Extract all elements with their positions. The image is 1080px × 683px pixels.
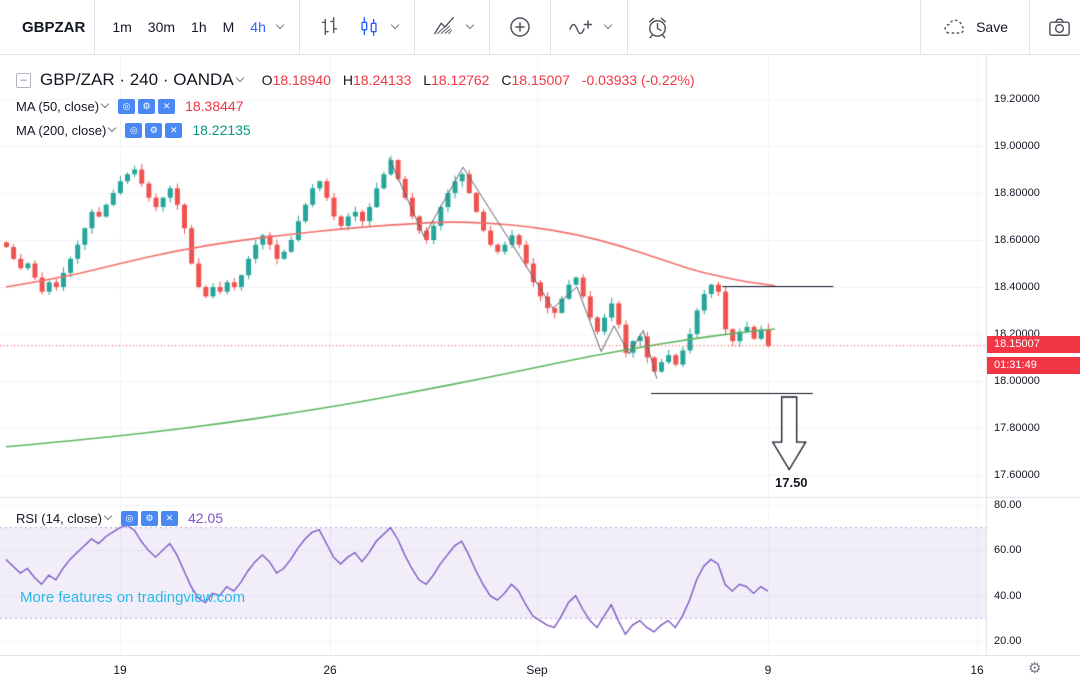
time-axis-label: 26 [323, 663, 337, 677]
indicators-chevron-icon[interactable] [603, 20, 613, 30]
interval-1h-button[interactable]: 1h [183, 15, 215, 39]
candle-style-button[interactable] [349, 10, 389, 44]
open-value: 18.18940 [272, 72, 331, 88]
ma50-value: 18.38447 [185, 98, 244, 114]
high-label: H [342, 72, 353, 88]
toolbar-separator [626, 0, 628, 55]
collapse-legend-button[interactable]: – [16, 72, 31, 88]
screenshot-button[interactable] [1039, 10, 1080, 45]
toolbar-separator [298, 0, 300, 55]
axis-label: 80.00 [994, 499, 1022, 511]
interval-4h-button[interactable]: 4h [242, 15, 274, 39]
area-style-button[interactable] [424, 10, 464, 44]
candles-icon [361, 17, 377, 37]
ohlc-values: O18.18940 H18.24133 L18.12762 C18.15007 … [254, 72, 695, 88]
time-axis-label: 19 [113, 663, 127, 677]
axis-label: 19.00000 [994, 140, 1040, 152]
close-icon[interactable]: ✕ [160, 510, 178, 526]
top-toolbar: GBPZAR 1m 30m 1h M 4h [0, 0, 1080, 55]
gear-icon[interactable]: ⚙ [140, 510, 158, 526]
ma200-chevron-icon[interactable] [108, 123, 117, 133]
toolbar-separator [94, 0, 96, 55]
bars-icon [321, 17, 337, 36]
price-axis[interactable]: 19.20000 19.00000 18.80000 18.60000 18.40000… [986, 55, 1080, 655]
close-icon[interactable]: ✕ [165, 122, 183, 138]
chart-legend: – GBP/ZAR · 240 · OANDA O18.18940 H18.24… [16, 70, 695, 146]
rsi-chevron-icon[interactable] [103, 511, 113, 521]
rsi-label[interactable]: RSI (14, close) [16, 510, 102, 526]
area-chart-icon [433, 17, 454, 35]
time-axis[interactable]: 19 26 Sep 9 16 [0, 655, 1080, 683]
low-label: L [423, 72, 432, 88]
ma50-label[interactable]: MA (50, close) [16, 98, 100, 114]
time-axis-label: 9 [764, 663, 772, 677]
axis-label: 18.40000 [994, 281, 1040, 293]
indicators-icon [569, 20, 593, 35]
close-label: C [501, 72, 512, 88]
target-price-label: 17.50 [775, 475, 808, 490]
last-price-tag: 18.15007 [987, 336, 1080, 353]
bar-style-button[interactable] [309, 10, 349, 44]
ma200-label[interactable]: MA (200, close) [16, 122, 107, 138]
toolbar-separator [413, 0, 415, 55]
symbol-chevron-icon[interactable] [235, 73, 244, 83]
rsi-legend-row: RSI (14, close) ◎ ⚙ ✕ 42.05 [16, 510, 223, 526]
interval-1M-button[interactable]: M [215, 15, 243, 39]
rsi-value: 42.05 [187, 510, 224, 526]
ma200-value: 18.22135 [192, 122, 251, 138]
axis-label: 40.00 [994, 589, 1022, 602]
eye-icon[interactable]: ◎ [118, 98, 136, 114]
pane-settings-icon[interactable]: ⚙ [1028, 660, 1042, 677]
axis-label: 17.80000 [994, 422, 1040, 434]
camera-icon [1049, 18, 1070, 36]
toolbar-separator [1029, 0, 1030, 55]
save-label: Save [976, 19, 1008, 35]
alarm-clock-icon [648, 17, 666, 38]
tradingview-link[interactable]: More features on tradingview.com [20, 589, 246, 606]
interval-30m-button[interactable]: 30m [140, 15, 183, 39]
toolbar-separator [920, 0, 922, 55]
eye-icon[interactable]: ◎ [125, 122, 143, 138]
symbol-title[interactable]: GBP/ZAR · 240 · OANDA [40, 70, 234, 89]
rsi-legend: RSI (14, close) ◎ ⚙ ✕ 42.05 [16, 510, 223, 534]
close-icon[interactable]: ✕ [158, 98, 176, 114]
cloud-icon [944, 19, 965, 34]
compare-plus-icon [510, 17, 530, 37]
indicators-button[interactable] [560, 10, 602, 44]
interval-chevron-icon[interactable] [275, 20, 285, 30]
time-axis-label: Sep [526, 663, 548, 677]
series-legend-row: – GBP/ZAR · 240 · OANDA O18.18940 H18.24… [16, 70, 695, 90]
change-value: -0.03933 (-0.22%) [581, 72, 695, 88]
axis-label: 18.60000 [994, 234, 1040, 246]
style-chevron-icon[interactable] [390, 20, 400, 30]
close-value: 18.15007 [511, 72, 570, 88]
ma50-chevron-icon[interactable] [100, 99, 110, 109]
interval-1m-button[interactable]: 1m [104, 15, 139, 39]
symbol-button[interactable]: GBPZAR [22, 18, 86, 36]
save-button[interactable]: Save [930, 13, 1020, 41]
axis-label: 19.20000 [994, 93, 1040, 105]
eye-icon[interactable]: ◎ [120, 510, 138, 526]
ma200-legend-row: MA (200, close) ◎ ⚙ ✕ 18.22135 [16, 122, 695, 138]
gear-icon[interactable]: ⚙ [145, 122, 163, 138]
gear-icon[interactable]: ⚙ [138, 98, 156, 114]
axis-label: 17.60000 [994, 469, 1040, 481]
open-label: O [261, 72, 273, 88]
area-style-chevron-icon[interactable] [465, 20, 475, 30]
toolbar-separator [488, 0, 490, 55]
axis-label: 18.00000 [994, 375, 1040, 387]
ma50-legend-row: MA (50, close) ◎ ⚙ ✕ 18.38447 [16, 98, 695, 114]
high-value: 18.24133 [352, 72, 412, 88]
countdown-tag: 01:31:49 [987, 357, 1080, 374]
toolbar-separator [549, 0, 551, 55]
alert-button[interactable] [637, 10, 678, 45]
low-value: 18.12762 [431, 72, 490, 88]
time-axis-label: 16 [970, 663, 984, 677]
compare-button[interactable] [499, 9, 541, 45]
axis-label: 20.00 [994, 635, 1022, 647]
axis-label: 18.80000 [994, 187, 1040, 199]
axis-label: 60.00 [994, 544, 1022, 557]
